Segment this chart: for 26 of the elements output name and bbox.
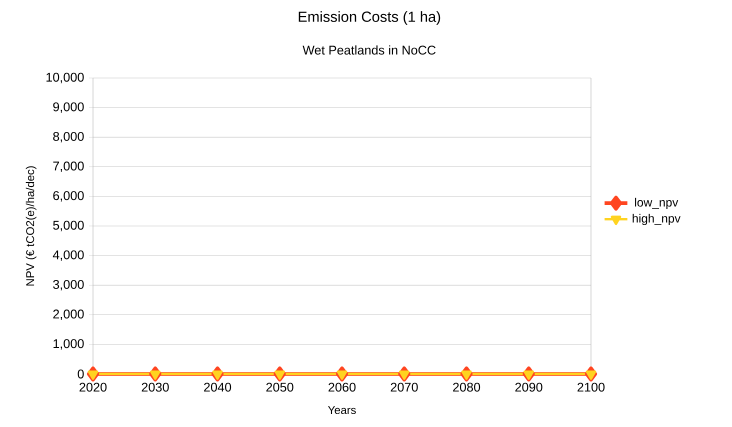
x-tick-label: 2080	[453, 382, 480, 392]
legend-label: low_npv	[635, 198, 678, 210]
y-tick-label: 3,000	[53, 280, 84, 290]
x-axis-title: Years	[328, 406, 356, 414]
y-tick-label: 2,000	[53, 310, 84, 320]
y-tick-label: 0	[78, 370, 84, 378]
y-tick-label: 8,000	[53, 132, 84, 142]
chart-title: Emission Costs (1 ha)	[298, 11, 440, 25]
x-tick-label: 2030	[142, 382, 169, 392]
y-tick-label: 9,000	[53, 102, 84, 113]
x-tick-label: 2090	[515, 382, 542, 392]
y-tick-label: 10,000	[46, 72, 84, 84]
x-tick-label: 2050	[266, 382, 294, 392]
x-tick-label: 2100	[578, 382, 605, 392]
y-axis-title: NPV (€ tCO2(e)/ha/dec)	[26, 166, 36, 286]
x-tick-label: 2040	[204, 382, 232, 392]
x-tick-label: 2070	[390, 382, 418, 392]
chart-subtitle: Wet Peatlands in NoCC	[302, 45, 436, 55]
x-tick-label: 2020	[80, 382, 107, 392]
y-tick-label: 5,000	[53, 220, 84, 232]
y-tick-label: 7,000	[53, 162, 84, 172]
x-tick-label: 2060	[328, 382, 356, 392]
y-tick-label: 6,000	[53, 191, 84, 202]
y-tick-label: 4,000	[52, 250, 84, 261]
y-tick-label: 1,000	[54, 339, 84, 350]
legend-label: high_npv	[632, 214, 681, 226]
